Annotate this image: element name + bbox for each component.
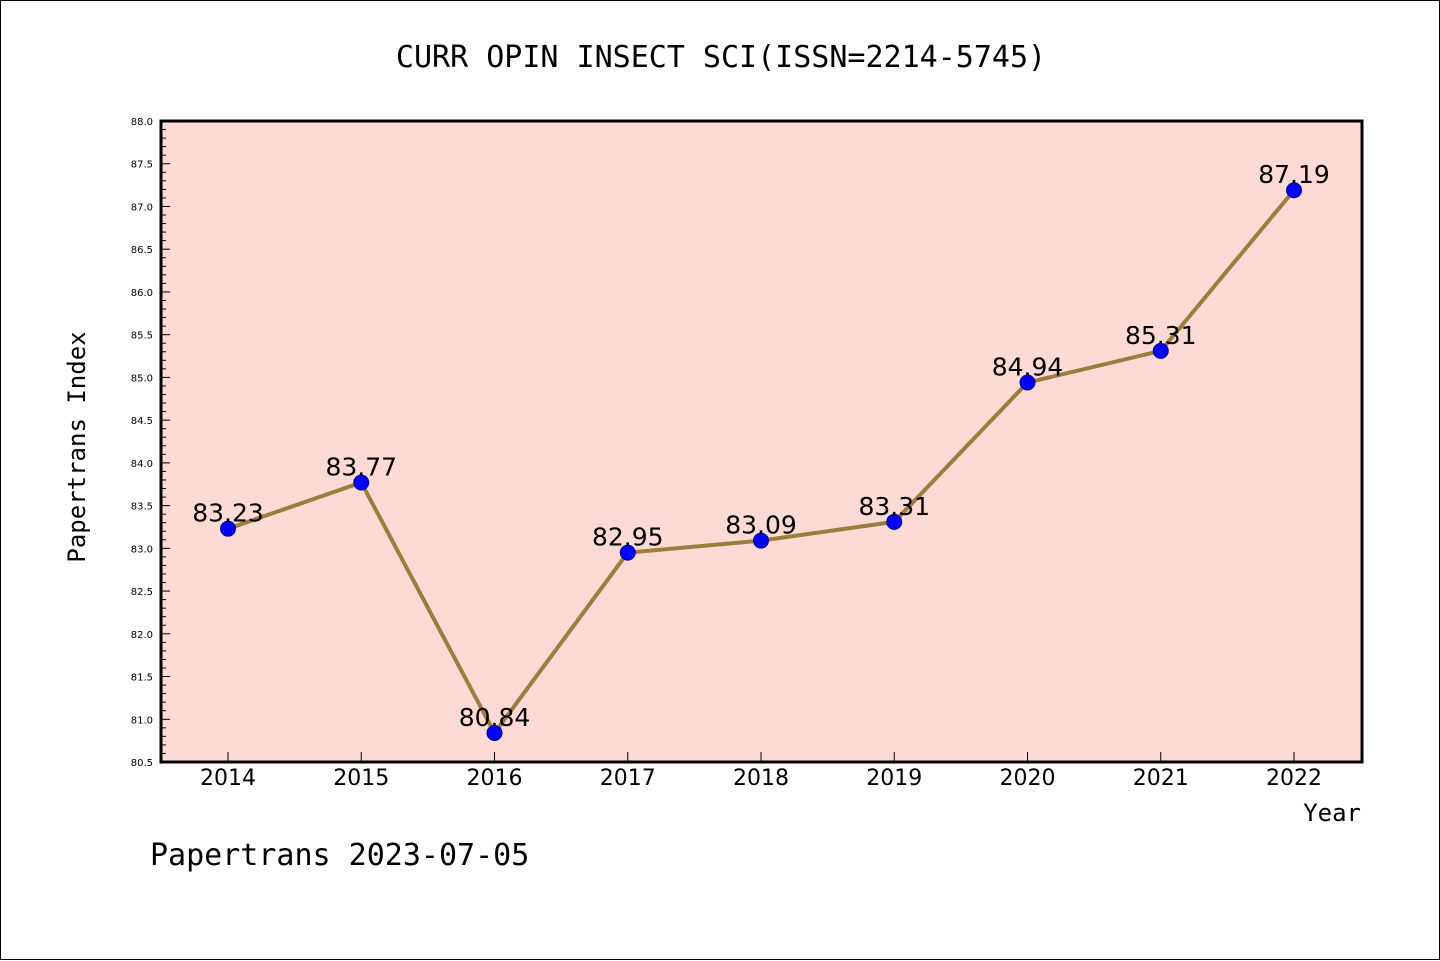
watermark: Papertrans 2023-07-05: [150, 838, 529, 873]
series-markers: [220, 182, 1302, 741]
y-tick-label: 84.5: [131, 416, 153, 427]
data-point: [486, 724, 503, 741]
x-tick-label: 2021: [1133, 766, 1189, 791]
y-tick-label: 80.5: [131, 758, 153, 769]
x-tick-label: 2015: [333, 766, 389, 791]
data-label: 83.31: [858, 492, 930, 521]
y-tick-label: 87.0: [131, 202, 153, 213]
y-tick-label: 85.0: [131, 373, 153, 384]
data-labels: 83.23 83.77 80.84 82.95 83.09 83.31 84.94 85.31…: [192, 160, 1330, 732]
data-label: 80.84: [459, 703, 531, 732]
data-point: [886, 513, 903, 530]
y-tick-label: 82.5: [131, 587, 153, 598]
y-tick-label: 86.0: [131, 288, 153, 299]
x-tick-label: 2016: [467, 766, 523, 791]
data-label: 85.31: [1125, 321, 1197, 350]
x-axis-ticks: 2014 2015 2016 2017 2018 2019 2020 2021 2022: [200, 752, 1322, 791]
data-point: [1152, 342, 1169, 359]
data-label: 83.09: [725, 511, 797, 540]
x-tick-label: 2014: [200, 766, 256, 791]
data-label: 87.19: [1258, 160, 1330, 189]
data-point: [753, 532, 769, 549]
y-tick-label: 83.5: [131, 502, 153, 513]
data-point: [220, 520, 236, 537]
y-tick-label: 88.0: [131, 117, 153, 128]
x-tick-label: 2022: [1266, 766, 1322, 791]
data-label: 82.95: [592, 523, 664, 552]
data-label: 84.94: [992, 353, 1064, 382]
plot-border: [159, 119, 1364, 764]
x-tick-label: 2017: [600, 766, 656, 791]
data-label: 83.77: [325, 453, 397, 482]
x-axis-label: Year: [1303, 799, 1361, 827]
y-tick-label: 83.0: [131, 544, 153, 555]
x-tick-label: 2020: [1000, 766, 1056, 791]
y-tick-label: 85.5: [131, 331, 153, 342]
y-tick-label: 86.5: [131, 245, 153, 256]
data-point: [1286, 182, 1302, 199]
data-label: 83.23: [192, 499, 264, 528]
data-point: [1019, 374, 1036, 391]
x-tick-label: 2018: [733, 766, 789, 791]
data-point: [619, 544, 636, 561]
plot-area: [161, 121, 1362, 762]
y-tick-label: 82.0: [131, 630, 153, 641]
y-tick-label: 84.0: [131, 459, 153, 470]
y-axis-label: Papertrans Index: [63, 331, 91, 562]
chart-title: CURR OPIN INSECT SCI(ISSN=2214-5745): [396, 40, 1046, 75]
x-tick-label: 2019: [866, 766, 922, 791]
y-tick-label: 81.5: [131, 673, 153, 684]
data-point: [353, 474, 370, 491]
y-axis-ticks: 80.5 81.0 81.5 82.0 82.5 83.0 83.5 84.0 84.5 85.0…: [131, 117, 170, 769]
y-tick-label: 87.5: [131, 160, 153, 171]
y-tick-label: 81.0: [131, 715, 153, 726]
